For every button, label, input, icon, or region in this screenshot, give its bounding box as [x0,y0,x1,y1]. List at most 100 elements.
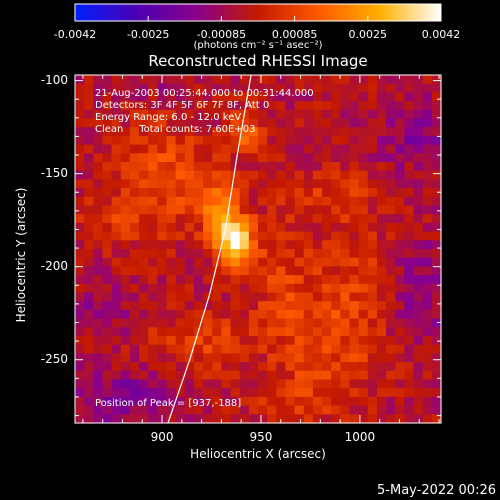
heatmap-cell [175,405,186,415]
heatmap-cell [367,283,378,294]
heatmap-cell [349,344,360,354]
heatmap-cell [294,92,305,102]
heatmap-cell [376,353,387,363]
heatmap-cell [239,188,250,198]
heatmap-cell [120,336,131,346]
heatmap-cell [230,188,241,198]
heatmap-cell [175,292,186,302]
heatmap-cell [404,118,415,128]
heatmap-cell [303,214,314,224]
heatmap-cell [221,266,232,276]
heatmap-cell [386,283,396,294]
heatmap-cell [212,336,222,346]
heatmap-cell [129,379,140,389]
heatmap-cell [184,205,195,215]
heatmap-cell [267,379,277,389]
heatmap-cell [175,109,186,120]
heatmap-cell [258,344,268,354]
heatmap-cell [294,414,305,424]
heatmap-cell [75,231,85,241]
heatmap-cell [139,179,149,189]
heatmap-cell [248,153,259,163]
heatmap-cell [166,292,177,302]
heatmap-cell [102,188,113,198]
heatmap-cell [367,405,378,415]
heatmap-cell [129,318,140,328]
heatmap-cell [303,153,314,163]
heatmap-cell [102,344,113,354]
heatmap-cell [203,266,213,276]
heatmap-cell [340,101,351,111]
heatmap-cell [175,318,186,328]
heatmap-cell [322,388,332,398]
heatmap-cell [148,144,158,154]
heatmap-cell [139,118,149,128]
heatmap-cell [422,240,433,250]
heatmap-cell [203,75,213,85]
heatmap-cell [221,118,232,128]
heatmap-cell [248,92,259,102]
heatmap-cell [422,292,433,302]
heatmap-cell [404,214,415,224]
heatmap-cell [93,388,104,398]
heatmap-cell [221,301,232,311]
heatmap-cell [75,301,85,311]
heatmap-cell [303,370,314,381]
heatmap-cell [431,336,442,346]
heatmap-cell [212,170,222,180]
heatmap-cell [212,109,222,120]
heatmap-cell [221,405,232,415]
heatmap-cell [395,170,405,180]
heatmap-cell [84,266,94,276]
heatmap-cell [193,318,204,328]
heatmap-cell [75,249,85,259]
heatmap-cell [294,344,305,354]
heatmap-cell [175,257,186,267]
heatmap-cell [312,396,323,407]
heatmap-cell [184,101,195,111]
heatmap-cell [322,257,332,267]
heatmap-cell [239,127,250,137]
heatmap-cell [111,214,122,224]
heatmap-cell [239,283,250,294]
heatmap-cell [322,336,332,346]
heatmap-cell [148,179,158,189]
heatmap-cell [84,135,94,146]
heatmap-cell [413,275,424,285]
heatmap-cell [157,266,168,276]
heatmap-cell [376,414,387,424]
heatmap-cell [413,118,424,128]
heatmap-cell [75,179,85,189]
heatmap-cell [157,188,168,198]
heatmap-cell [340,83,351,93]
heatmap-cell [203,135,213,146]
heatmap-cell [157,309,168,320]
heatmap-cell [285,188,296,198]
heatmap-cell [148,318,158,328]
heatmap-cell [349,101,360,111]
heatmap-cell [376,101,387,111]
heatmap-cell [303,196,314,207]
heatmap-cell [367,344,378,354]
heatmap-cell [404,379,415,389]
heatmap-cell [84,214,94,224]
heatmap-cell [93,336,104,346]
heatmap-cell [84,179,94,189]
heatmap-cell [404,327,415,337]
heatmap-cell [84,222,94,233]
heatmap-cell [221,231,232,241]
heatmap-cell [422,275,433,285]
heatmap-cell [312,370,323,381]
heatmap-cell [422,127,433,137]
heatmap-cell [303,205,314,215]
heatmap-cell [386,118,396,128]
heatmap-cell [248,240,259,250]
heatmap-cell [285,153,296,163]
heatmap-cell [358,101,369,111]
heatmap-cell [184,370,195,381]
heatmap-cell [102,414,113,424]
heatmap-cell [322,170,332,180]
heatmap-cell [184,240,195,250]
heatmap-cell [111,344,122,354]
heatmap-cell [102,101,113,111]
